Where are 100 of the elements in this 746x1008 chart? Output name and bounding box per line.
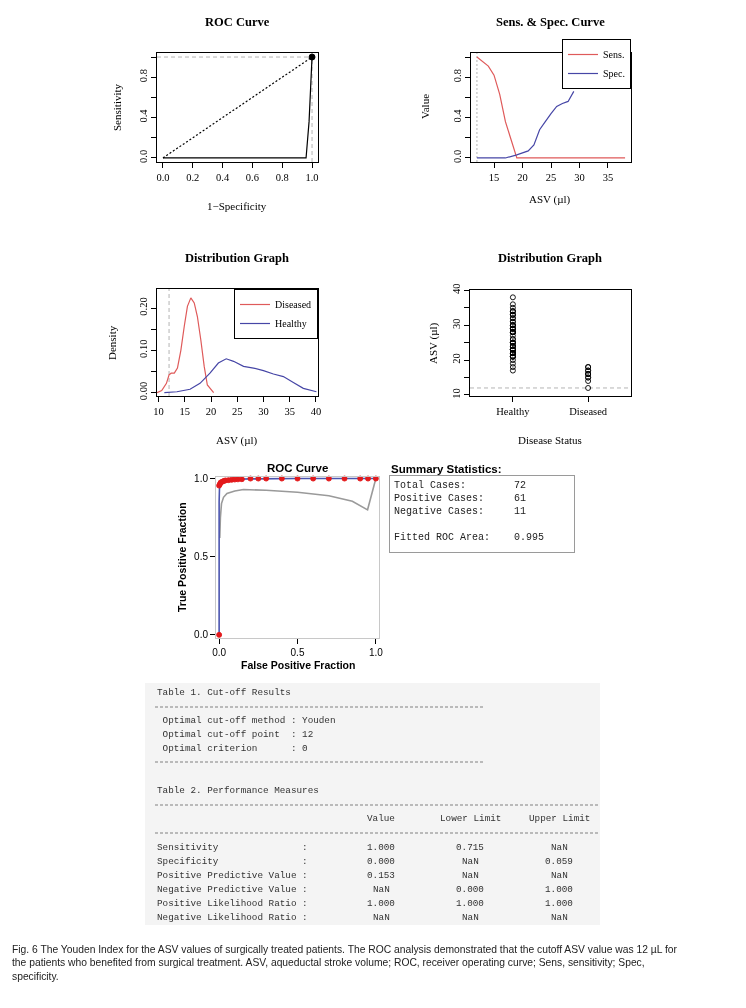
y-tick-label: 0.8 — [137, 69, 149, 83]
x-tick-label: 0.0 — [212, 647, 227, 658]
point — [278, 475, 285, 482]
chart-title: ROC Curve — [267, 462, 329, 474]
text: 0.059 — [545, 856, 573, 867]
x-axis-title: Disease Status — [518, 434, 582, 446]
point — [216, 631, 223, 638]
x-tick-label: 0.6 — [245, 171, 259, 183]
y-tick-label: 0.5 — [194, 551, 209, 563]
y-tick-label: 0.20 — [137, 297, 149, 316]
x-tick-label: 15 — [488, 171, 500, 183]
category-label: Upper Limit — [529, 813, 591, 824]
x-tick-label: 40 — [310, 405, 322, 417]
y-tick-label: 0.0 — [194, 629, 209, 641]
legend-label: Diseased — [275, 299, 312, 311]
x-tick-label: 0.0 — [156, 171, 170, 183]
text: NaN — [373, 884, 390, 895]
y-axis-title: Density — [106, 325, 118, 360]
y-tick-label: 0.0 — [451, 149, 463, 163]
x-axis-title: 1−Specificity — [207, 200, 267, 212]
category-label: Negative Likelihood Ratio : — [157, 912, 308, 923]
legend-label: Healthy — [275, 318, 307, 330]
y-axis-title: Sensitivity — [111, 83, 123, 131]
y-tick-label: 0.4 — [451, 108, 463, 123]
x-tick-label: 25 — [231, 405, 243, 417]
y-tick-label: 0.00 — [137, 381, 149, 401]
x-tick-label: 10 — [153, 405, 164, 417]
x-tick-label: 35 — [602, 171, 614, 183]
text: 0.715 — [456, 842, 484, 853]
text: Table 1. Cut-off Results — [157, 687, 291, 698]
category-label: Sensitivity : — [157, 842, 308, 853]
text: Optimal cut-off point : 12 — [157, 729, 314, 740]
text: NaN — [551, 912, 568, 923]
x-tick-label: 15 — [179, 405, 191, 417]
x-tick-label: Diseased — [569, 405, 608, 417]
point — [372, 475, 379, 482]
y-tick-label: 0.10 — [137, 339, 149, 358]
line-series — [476, 56, 626, 159]
y-tick-label: 30 — [450, 318, 462, 329]
text: 0.000 — [456, 884, 484, 895]
y-tick-label: 20 — [450, 353, 462, 364]
point — [341, 475, 348, 482]
x-tick-label: 0.8 — [275, 171, 289, 183]
x-tick-label: 35 — [284, 405, 295, 417]
line-series — [476, 90, 575, 159]
x-axis-title: ASV (µl) — [529, 193, 571, 206]
chart-title: Sens. & Spec. Curve — [496, 15, 606, 29]
text: NaN — [551, 870, 568, 881]
text: NaN — [462, 856, 479, 867]
point — [263, 475, 270, 482]
legend-label: Sens. — [603, 49, 625, 61]
point — [238, 476, 245, 483]
y-tick-label: 1.0 — [194, 473, 209, 485]
text: 1.000 — [367, 842, 395, 853]
text: Summary Statistics: — [391, 463, 502, 475]
caption: Fig. 6 The Youden Index for the ASV values of surgically treated patients. The ROC analysis demonstrated that the cutoff ASV value was 12 µL for the patients who benefited from surgical treatment. ASV, aqueductal stroke volume; ROC, receiver operating curve; Sens, sensitivity; Spec, specificity. — [12, 944, 678, 982]
y-tick-label: 0.8 — [451, 69, 463, 83]
x-tick-label: 0.5 — [290, 647, 305, 658]
y-axis-title: Value — [419, 93, 431, 119]
x-tick-label: 0.2 — [186, 171, 200, 183]
x-tick-label: 20 — [205, 405, 217, 417]
x-tick-label: 30 — [574, 171, 585, 183]
legend-label: Spec. — [603, 68, 625, 80]
text: NaN — [551, 842, 568, 853]
text: NaN — [462, 870, 479, 881]
line-series — [163, 358, 318, 394]
text: 1.000 — [545, 898, 573, 909]
point — [365, 475, 371, 482]
text: 0.153 — [367, 870, 395, 881]
point — [255, 475, 262, 482]
y-axis-title: True Positive Fraction — [176, 502, 188, 612]
text: NaN — [373, 912, 390, 923]
line-series — [157, 297, 215, 394]
line-series — [218, 477, 377, 636]
text: Total Cases: 72 Positive Cases: 61 Negative Cases: 11 Fitted ROC Area: 0.995 — [394, 480, 545, 543]
x-tick-label: 20 — [517, 171, 528, 183]
point — [247, 475, 254, 482]
x-axis-title: False Positive Fraction — [241, 659, 356, 671]
category-label: Value — [367, 813, 395, 824]
x-tick-label: Healthy — [496, 405, 531, 417]
x-tick-label: 25 — [545, 171, 557, 183]
y-tick-label: 0.0 — [137, 149, 149, 163]
y-tick-label: 0.4 — [137, 108, 149, 123]
y-tick-label: 40 — [450, 283, 462, 295]
point — [325, 475, 332, 482]
category-label: Negative Predictive Value : — [157, 884, 308, 895]
point — [357, 475, 364, 482]
y-axis-title: ASV (µl) — [427, 322, 440, 364]
x-tick-label: 1.0 — [305, 171, 319, 183]
text: Optimal cut-off method : Youden — [157, 715, 336, 726]
category-label: Lower Limit — [440, 813, 502, 824]
text: 1.000 — [545, 884, 573, 895]
point — [294, 475, 301, 482]
text: Table 2. Performance Measures — [157, 785, 319, 796]
x-tick-label: 1.0 — [368, 647, 384, 658]
point — [310, 475, 317, 482]
text: Optimal criterion : 0 — [157, 743, 308, 754]
chart-title: Distribution Graph — [185, 251, 289, 265]
text: 1.000 — [367, 898, 395, 909]
chart-title: Distribution Graph — [498, 251, 602, 265]
